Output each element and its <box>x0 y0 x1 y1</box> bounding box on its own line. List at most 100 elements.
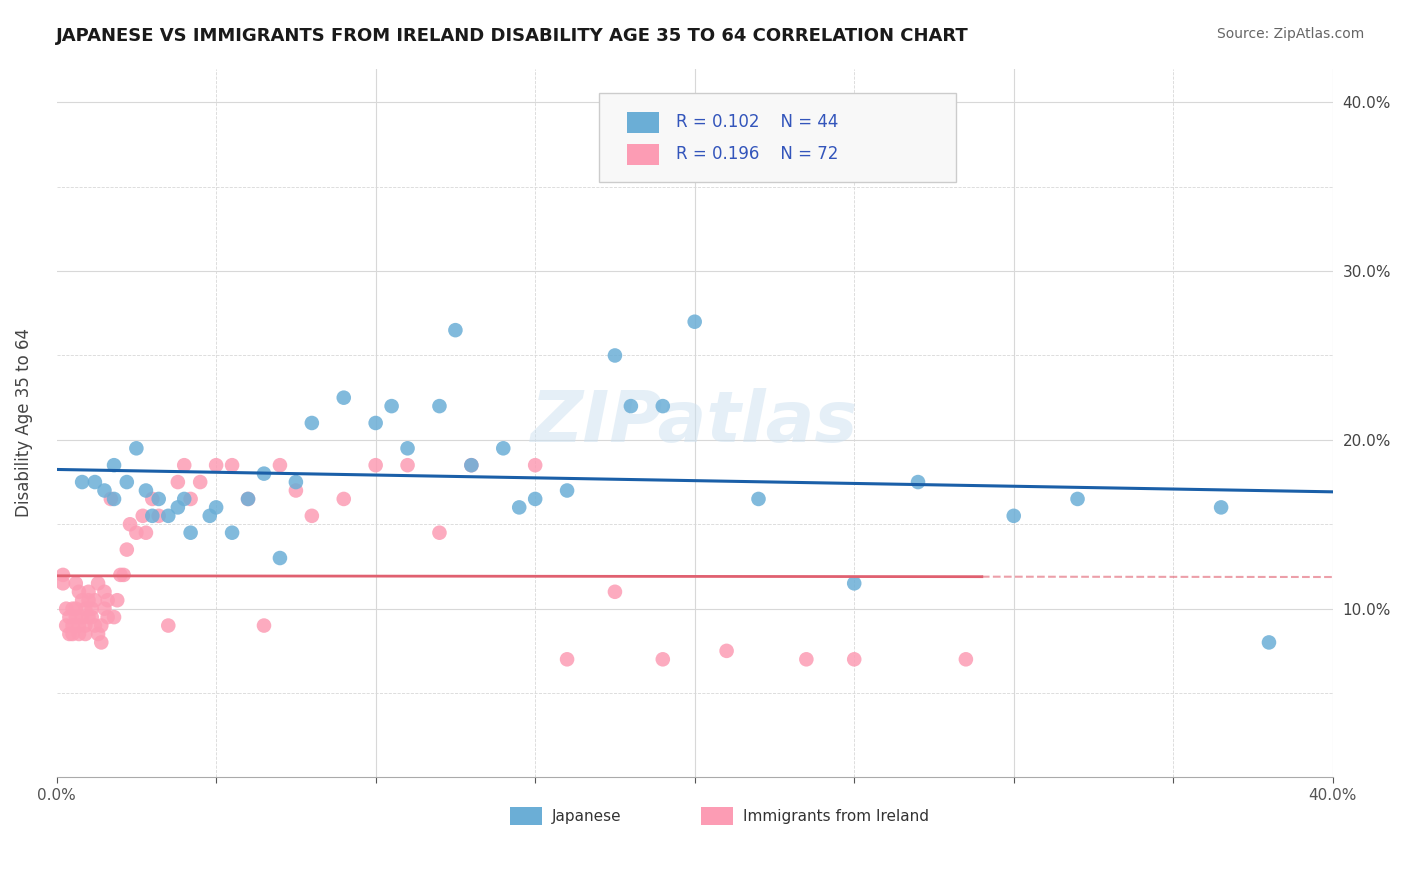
Point <box>55 618 77 632</box>
Point <box>93 601 115 615</box>
Point <box>460 458 482 473</box>
Point <box>429 399 451 413</box>
Point <box>555 483 578 498</box>
Point <box>205 458 228 473</box>
Point <box>125 525 148 540</box>
Point <box>103 610 125 624</box>
Point <box>115 475 138 489</box>
Point <box>301 508 323 523</box>
Point <box>67 584 90 599</box>
Point <box>188 475 211 489</box>
Point <box>125 442 148 456</box>
Point <box>332 391 354 405</box>
Point <box>135 525 157 540</box>
Point <box>148 491 170 506</box>
Point <box>80 610 103 624</box>
Point <box>364 416 387 430</box>
Point <box>67 627 90 641</box>
Point <box>716 644 738 658</box>
Point <box>112 568 135 582</box>
Text: Japanese: Japanese <box>551 809 621 824</box>
Point <box>103 491 125 506</box>
Point <box>166 475 188 489</box>
Bar <box>509 807 541 825</box>
Point <box>747 491 769 506</box>
Point <box>381 399 404 413</box>
Point <box>284 483 307 498</box>
Point <box>62 627 84 641</box>
Point <box>62 601 84 615</box>
Point <box>253 618 276 632</box>
Point <box>955 652 977 666</box>
Text: Immigrants from Ireland: Immigrants from Ireland <box>744 809 929 824</box>
Point <box>58 627 80 641</box>
Point <box>97 610 120 624</box>
Point <box>1258 635 1281 649</box>
Point <box>62 618 84 632</box>
Point <box>269 551 291 566</box>
Point <box>157 508 180 523</box>
Point <box>796 652 818 666</box>
Point <box>236 491 259 506</box>
Bar <box>627 112 659 133</box>
Point <box>524 458 547 473</box>
Point <box>301 416 323 430</box>
Point <box>70 475 93 489</box>
Point <box>58 610 80 624</box>
Bar <box>702 807 733 825</box>
Point <box>221 458 243 473</box>
Point <box>1211 500 1233 515</box>
Point <box>83 475 105 489</box>
Point <box>135 483 157 498</box>
Point <box>105 593 128 607</box>
Text: JAPANESE VS IMMIGRANTS FROM IRELAND DISABILITY AGE 35 TO 64 CORRELATION CHART: JAPANESE VS IMMIGRANTS FROM IRELAND DISA… <box>56 27 969 45</box>
Point <box>77 584 100 599</box>
Point <box>198 508 221 523</box>
Point <box>844 652 866 666</box>
Point <box>444 323 467 337</box>
Point <box>65 610 87 624</box>
Point <box>75 601 97 615</box>
Point <box>173 458 195 473</box>
Text: Source: ZipAtlas.com: Source: ZipAtlas.com <box>1216 27 1364 41</box>
Point <box>396 442 419 456</box>
Point <box>100 491 122 506</box>
Point <box>97 593 120 607</box>
Point <box>508 500 530 515</box>
Point <box>173 491 195 506</box>
Point <box>651 399 673 413</box>
Point <box>75 627 97 641</box>
Point <box>65 601 87 615</box>
Point <box>110 568 132 582</box>
Point <box>75 618 97 632</box>
Point <box>90 635 112 649</box>
Point <box>1066 491 1088 506</box>
Point <box>844 576 866 591</box>
Bar <box>627 144 659 165</box>
Point <box>907 475 929 489</box>
Point <box>132 508 155 523</box>
Point <box>83 618 105 632</box>
Point <box>87 627 110 641</box>
Point <box>70 593 93 607</box>
Point <box>555 652 578 666</box>
Point <box>284 475 307 489</box>
Point <box>492 442 515 456</box>
Point <box>141 491 163 506</box>
Point <box>93 483 115 498</box>
Point <box>148 508 170 523</box>
Point <box>236 491 259 506</box>
Point <box>103 458 125 473</box>
FancyBboxPatch shape <box>599 94 956 182</box>
Point <box>166 500 188 515</box>
Point <box>77 593 100 607</box>
Point <box>87 576 110 591</box>
Point <box>93 584 115 599</box>
Point <box>253 467 276 481</box>
Point <box>364 458 387 473</box>
Point <box>221 525 243 540</box>
Point <box>52 568 75 582</box>
Point <box>115 542 138 557</box>
Point <box>396 458 419 473</box>
Text: R = 0.102    N = 44: R = 0.102 N = 44 <box>675 112 838 131</box>
